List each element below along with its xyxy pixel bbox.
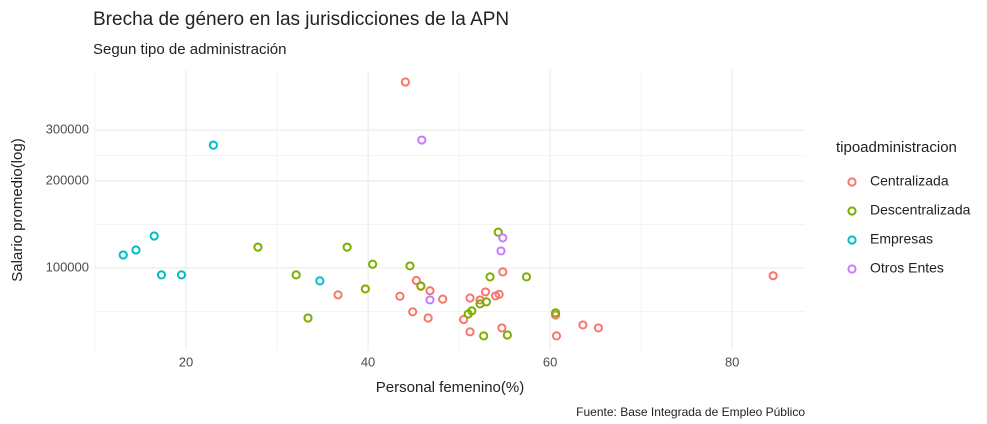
chart-title: Brecha de género en las jurisdicciones d… — [93, 9, 509, 30]
x-tick-label: 80 — [725, 354, 739, 369]
point — [497, 323, 507, 333]
point — [408, 307, 418, 317]
point — [481, 297, 492, 307]
legend-label: Descentralizada — [870, 202, 971, 218]
point — [118, 250, 128, 260]
point — [425, 286, 435, 296]
point — [253, 242, 263, 252]
point — [333, 290, 343, 300]
point — [498, 267, 508, 277]
legend-title: tipoadministracion — [836, 139, 957, 156]
point — [768, 271, 778, 281]
point — [291, 270, 301, 280]
point — [423, 313, 433, 323]
legend-swatch — [847, 264, 857, 274]
point — [303, 313, 313, 323]
y-tick-label: 200000 — [46, 172, 89, 187]
y-axis-label: Salario promedio(log) — [9, 138, 26, 281]
point — [425, 295, 435, 305]
y-tick-label: 100000 — [46, 259, 89, 274]
point — [493, 227, 503, 237]
point — [498, 233, 508, 243]
point — [465, 327, 475, 337]
legend-label: Empresas — [870, 231, 933, 247]
x-tick-label: 20 — [179, 354, 193, 369]
point — [342, 242, 352, 252]
point — [551, 331, 562, 341]
point — [156, 270, 167, 280]
point — [176, 270, 187, 280]
point — [459, 314, 469, 325]
point — [467, 306, 477, 316]
point — [400, 77, 410, 87]
point — [416, 281, 426, 291]
point — [479, 331, 489, 341]
legend-swatch — [847, 206, 857, 216]
point — [496, 246, 506, 256]
point — [494, 289, 504, 299]
x-tick-label: 40 — [361, 354, 375, 369]
y-tick-label: 300000 — [46, 121, 89, 136]
point — [208, 140, 218, 150]
point — [438, 294, 448, 304]
legend-label: Otros Entes — [870, 260, 944, 276]
point — [465, 293, 475, 303]
point — [149, 231, 159, 241]
point — [131, 245, 141, 255]
chart-subtitle: Segun tipo de administración — [93, 41, 286, 58]
x-axis-label: Personal femenino(%) — [376, 379, 524, 396]
point — [417, 135, 427, 145]
legend-swatch — [847, 177, 857, 187]
point — [502, 330, 512, 340]
point — [360, 284, 370, 294]
point — [578, 320, 588, 330]
caption: Fuente: Base Integrada de Empleo Público — [576, 405, 805, 419]
x-tick-label: 60 — [543, 354, 557, 369]
point — [485, 272, 495, 282]
point — [521, 272, 532, 282]
point — [411, 275, 421, 286]
point — [368, 259, 378, 269]
legend-label: Centralizada — [870, 173, 949, 189]
point — [405, 261, 415, 271]
point — [480, 287, 491, 297]
point — [550, 308, 561, 318]
point — [593, 323, 603, 333]
point — [315, 276, 325, 286]
point — [395, 291, 405, 301]
legend-swatch — [847, 235, 857, 245]
